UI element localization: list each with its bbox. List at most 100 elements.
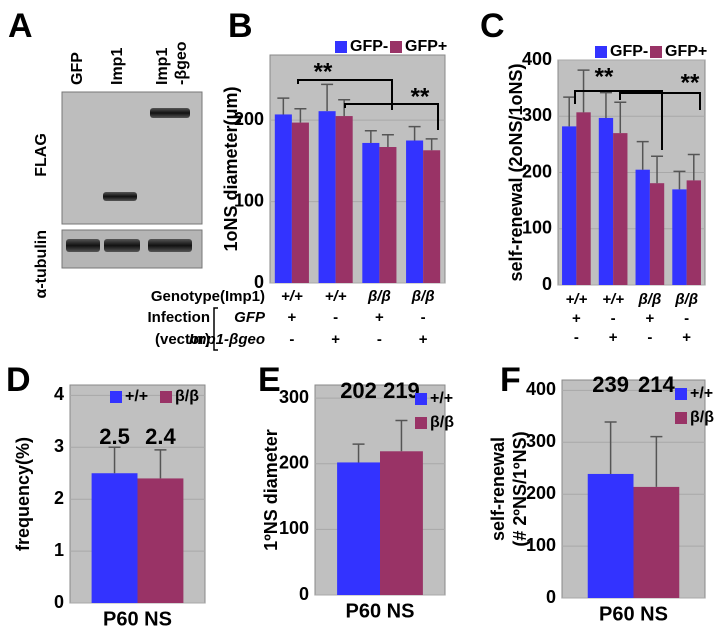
infection-mark: - [684, 310, 689, 327]
infection-mark: - [647, 329, 652, 346]
legend-label: β/β [175, 388, 199, 405]
row-label: GFP [234, 309, 266, 326]
y-axis-label: 1oNS diameter(μm) [221, 86, 241, 251]
bar [576, 112, 591, 285]
panel-label: E [258, 361, 281, 399]
bar [362, 142, 380, 283]
error-bar [563, 96, 576, 127]
legend-swatch [415, 417, 427, 429]
value-label: 2.5 [99, 424, 130, 449]
genotype: β/β [367, 288, 391, 305]
infection-mark: + [682, 329, 691, 346]
bar [91, 473, 138, 603]
y-tick-label: 0 [254, 272, 264, 292]
y-tick-label: 3 [54, 436, 64, 456]
value-label: 219 [383, 378, 420, 403]
bar [423, 150, 441, 283]
bar [337, 462, 380, 595]
bar [406, 140, 424, 283]
infection-mark: - [611, 310, 616, 327]
infection-mark: + [331, 331, 340, 348]
error-bar [673, 170, 686, 190]
infection-mark: - [289, 331, 294, 348]
annotation: ** [314, 58, 333, 85]
legend-swatch [390, 41, 402, 53]
infection-mark: + [375, 309, 384, 326]
significance-bracket [574, 90, 663, 150]
panel-label: A [8, 7, 33, 45]
legend-label: +/+ [125, 388, 148, 405]
y-axis-label: frequency(%) [13, 437, 33, 551]
legend-label: +/+ [430, 390, 453, 407]
legend-swatch [650, 46, 662, 58]
band [150, 108, 190, 118]
genotype: +/+ [325, 288, 347, 305]
legend-label: GFP+ [665, 43, 707, 60]
bar [291, 122, 309, 283]
y-tick-label: 4 [54, 384, 64, 404]
infection-mark: + [572, 310, 581, 327]
error-bar [614, 101, 627, 134]
error-bar [352, 443, 365, 463]
x-tick-label: P60 NS [103, 608, 172, 630]
y-tick-label: 400 [522, 49, 552, 69]
genotype: +/+ [566, 291, 588, 308]
y-tick-label: 300 [279, 387, 309, 407]
vector-label: (vector) [155, 331, 210, 348]
bar [598, 117, 614, 285]
legend-label: GFP- [350, 38, 388, 55]
infection-mark: - [377, 331, 382, 348]
panel-label: B [228, 7, 253, 45]
error-bar [154, 449, 167, 479]
annotation: ** [411, 83, 430, 110]
bar [613, 133, 628, 285]
y-tick-label: 300 [522, 105, 552, 125]
error-bar [381, 134, 394, 148]
infection-mark: + [609, 329, 618, 346]
genotype: +/+ [281, 288, 303, 305]
bar [318, 111, 336, 283]
blot-row-label: α-tubulin [33, 230, 50, 298]
y-tick-label: 100 [526, 535, 556, 555]
y-tick-label: 200 [279, 453, 309, 473]
error-bar [108, 446, 121, 474]
annotation: ** [595, 63, 614, 90]
key-bracket [213, 307, 218, 351]
infection-mark: - [421, 309, 426, 326]
genotype: +/+ [602, 291, 624, 308]
bar [672, 189, 687, 285]
y-tick-label: 0 [546, 587, 556, 607]
legend-swatch [675, 388, 687, 400]
annotation: ** [681, 69, 700, 96]
legend-label: GFP- [610, 43, 648, 60]
lane-label: GFP [69, 52, 86, 85]
legend-swatch [110, 391, 122, 403]
y-tick-label: 100 [522, 218, 552, 238]
bar [633, 486, 680, 598]
x-tick-label: P60 NS [599, 603, 668, 625]
bar [380, 451, 423, 595]
panel-label: F [500, 361, 521, 399]
y-tick-label: 200 [234, 109, 264, 129]
y-tick-label: 100 [279, 518, 309, 538]
blot-row-label: FLAG [33, 133, 50, 177]
y-axis-label: 1ºNS diameter [261, 429, 281, 551]
band [66, 239, 100, 252]
value-label: 239 [592, 372, 629, 397]
bar [562, 126, 577, 285]
infection-mark: - [574, 329, 579, 346]
infection-mark: + [287, 309, 296, 326]
value-label: 2.4 [145, 424, 176, 449]
y-tick-label: 400 [526, 379, 556, 399]
infection-mark: + [419, 331, 428, 348]
error-bar [364, 129, 377, 143]
y-axis-label: self-renewal (2oNS/1oNS) [506, 63, 526, 281]
lane-label: Imp1 [154, 48, 171, 85]
legend-swatch [160, 391, 172, 403]
significance-bracket [344, 103, 439, 130]
y-tick-label: 200 [522, 161, 552, 181]
y-tick-label: 0 [299, 584, 309, 604]
lane-label: -βgeo [173, 41, 190, 85]
genotype-label: Genotype(Imp1) [151, 288, 265, 305]
bar [335, 116, 353, 283]
